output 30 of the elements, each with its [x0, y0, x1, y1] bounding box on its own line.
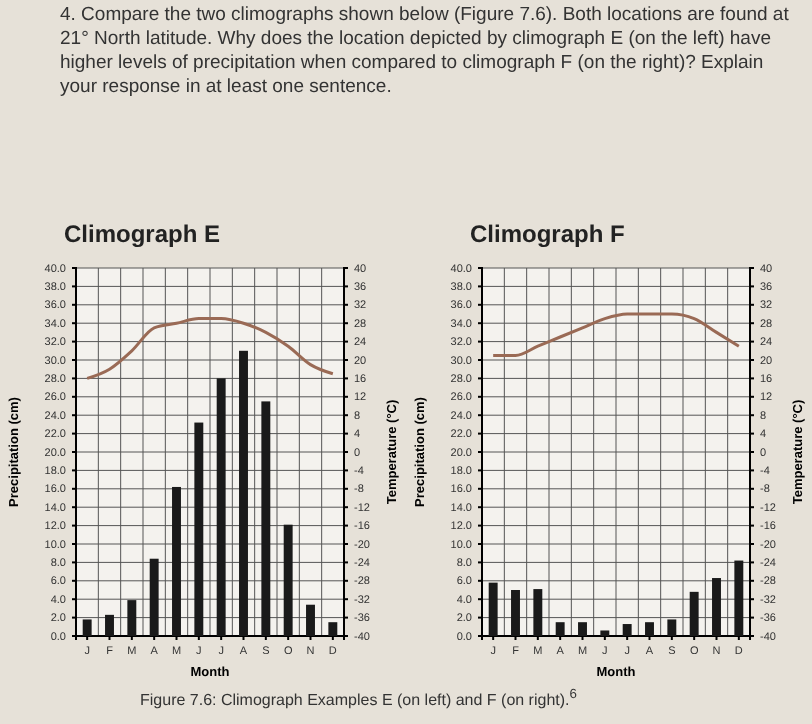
bar [105, 614, 114, 636]
bar [488, 582, 498, 636]
bar [511, 590, 520, 636]
bar [283, 524, 293, 636]
chart-title: Climograph F [470, 220, 625, 248]
line-series [85, 317, 335, 380]
chart-title: Climograph E [64, 220, 221, 248]
bar [261, 401, 271, 636]
caption: Figure 7.6: Climograph Examples E (on left) and F (on right).$^{6}$ [140, 688, 577, 710]
bar [172, 486, 181, 636]
bar [82, 619, 92, 636]
bar [216, 378, 226, 636]
bar [555, 622, 565, 636]
bar [239, 350, 248, 636]
bar [734, 560, 744, 636]
bar [194, 422, 204, 636]
bar [600, 630, 610, 636]
line-series [491, 312, 741, 357]
bar [645, 622, 654, 636]
bar [712, 578, 721, 636]
bar [127, 600, 137, 636]
bar [306, 604, 315, 636]
bar [328, 622, 338, 636]
bar [149, 558, 159, 636]
bar [533, 589, 543, 636]
text: 4. Compare the two climographs shown below (Figure 7.6). Both locations are found at 21° North latitude. Why does the location depicted by climograph E (on the left) have higher levels of precipitation when compared to climograph F (on the right)? Explain your response in at least one sentence. [60, 4, 791, 100]
bar [667, 619, 677, 636]
bar [689, 591, 699, 636]
bar [622, 624, 632, 636]
bar [578, 622, 587, 636]
